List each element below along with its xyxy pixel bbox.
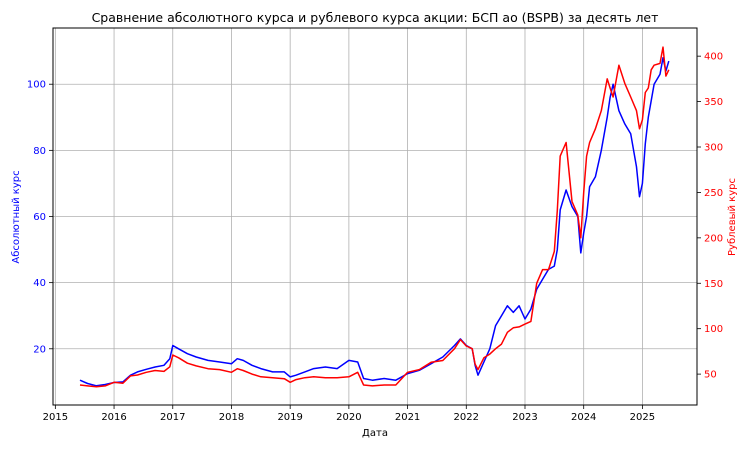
y-right-tick-label: 350 [704,97,723,108]
grid [53,28,697,405]
y-left-tick-label: 100 [27,80,46,91]
x-tick-label: 2021 [395,412,420,423]
y-left-tick-label: 80 [33,146,46,157]
y-right-tick-label: 100 [704,324,723,335]
x-tick-label: 2016 [101,412,126,423]
x-tick-label: 2017 [160,412,185,423]
y-right-tick-label: 250 [704,188,723,199]
y-right-axis-label: Рублевый курс [727,178,738,256]
y-left-tick-label: 60 [33,212,46,223]
series-line-absolute-rate [79,57,670,387]
series-lines [79,46,670,388]
x-tick-label: 2019 [277,412,302,423]
x-axis-ticks: 2015 2016 2017 2018 2019 2020 2021 2022 2023 2024… [43,405,655,423]
series-line-ruble-rate [79,46,670,388]
y-left-axis-label: Абсолютный курс [11,170,22,263]
x-tick-label: 2022 [454,412,479,423]
y-right-axis-ticks: 50 100 150 200 250 300 350 400 [697,52,723,381]
x-tick-label: 2018 [219,412,244,423]
y-right-tick-label: 200 [704,233,723,244]
y-left-tick-label: 40 [33,278,46,289]
y-right-tick-label: 50 [704,370,717,381]
x-tick-label: 2023 [512,412,537,423]
x-tick-label: 2020 [336,412,361,423]
chart-title: Сравнение абсолютного курса и рублевого … [92,10,659,25]
x-tick-label: 2025 [630,412,655,423]
y-right-tick-label: 300 [704,143,723,154]
y-left-axis-ticks: 20 40 60 80 100 [27,80,53,355]
x-tick-label: 2024 [571,412,596,423]
x-tick-label: 2015 [43,412,68,423]
y-right-tick-label: 400 [704,52,723,63]
y-right-tick-label: 150 [704,279,723,290]
x-axis-label: Дата [362,428,388,439]
y-left-tick-label: 20 [33,344,46,355]
